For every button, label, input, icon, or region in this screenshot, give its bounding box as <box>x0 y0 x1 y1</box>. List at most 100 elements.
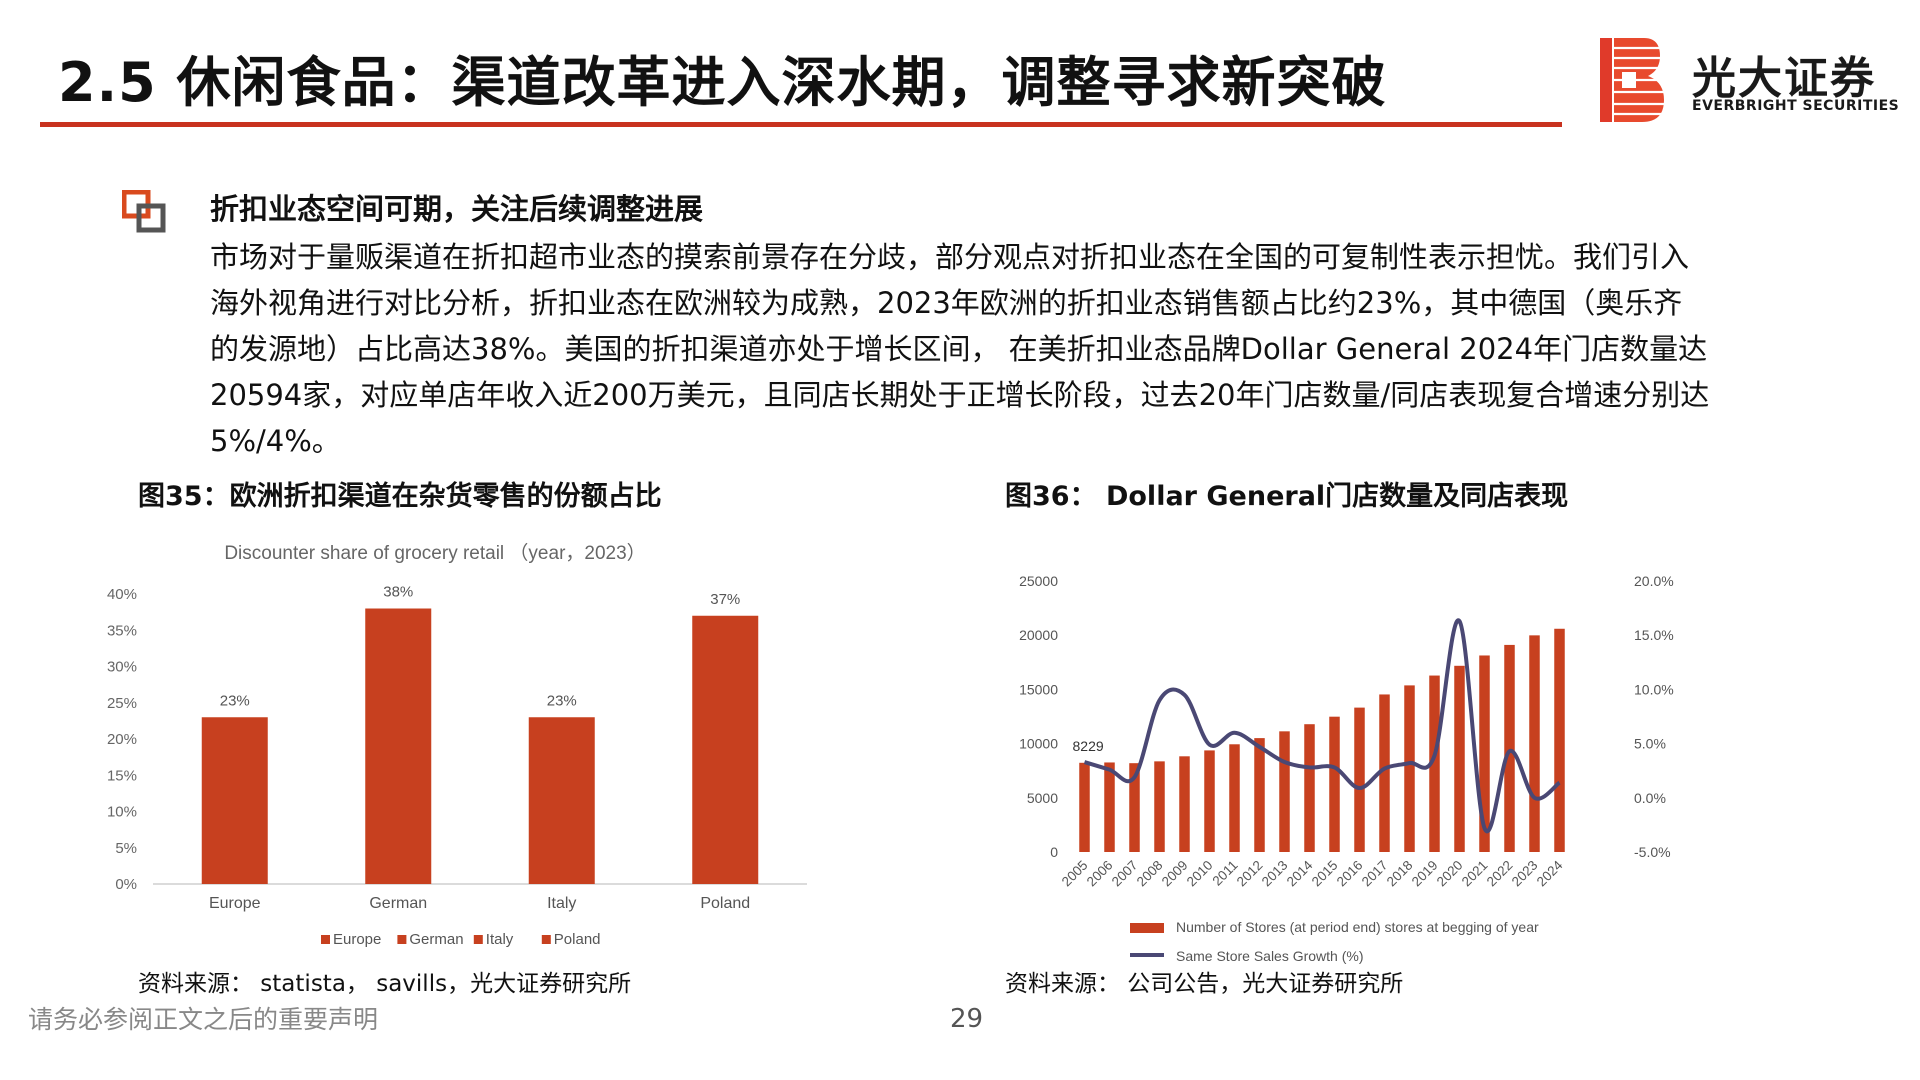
bar-2008 <box>1154 761 1165 852</box>
bullet-squares-icon <box>122 190 166 233</box>
legend-swatch <box>473 935 483 944</box>
data-label: 38% <box>383 584 413 601</box>
x-tick-label: 2020 <box>1434 858 1466 890</box>
y-left-tick-label: 15000 <box>1019 681 1058 697</box>
y-tick-label: 35% <box>107 622 137 639</box>
x-tick-label: 2005 <box>1059 858 1091 890</box>
x-tick-label: 2023 <box>1509 858 1541 890</box>
x-tick-label: 2008 <box>1134 858 1166 890</box>
y-right-tick-label: 5.0% <box>1634 736 1666 752</box>
bar-2007 <box>1129 763 1140 852</box>
x-tick-label: 2016 <box>1334 858 1366 890</box>
x-tick-label: 2010 <box>1184 858 1216 890</box>
bar-2005 <box>1079 762 1090 852</box>
bar-2024 <box>1554 628 1565 852</box>
legend-label: Number of Stores (at period end) stores … <box>1176 919 1539 935</box>
x-tick-label: 2015 <box>1309 858 1341 890</box>
bar-2013 <box>1279 731 1290 852</box>
x-tick-label: 2021 <box>1459 858 1491 890</box>
bar-2019 <box>1429 675 1440 852</box>
bar-2022 <box>1504 644 1515 852</box>
y-right-tick-label: 20.0% <box>1634 573 1674 589</box>
y-left-tick-label: 25000 <box>1019 573 1058 589</box>
y-left-tick-label: 5000 <box>1027 790 1058 806</box>
x-tick-label: 2018 <box>1384 858 1416 890</box>
y-tick-label: 40% <box>107 586 137 603</box>
page-number: 29 <box>950 1004 984 1034</box>
same-store-sales-line <box>1083 618 1561 834</box>
bar-2006 <box>1104 762 1115 852</box>
x-tick-label: 2022 <box>1484 858 1516 890</box>
legend-label: German <box>409 931 463 948</box>
y-tick-label: 5% <box>115 840 137 857</box>
x-tick-label: 2013 <box>1259 858 1291 890</box>
y-right-tick-label: 0.0% <box>1634 790 1666 806</box>
x-tick-label: Poland <box>700 895 750 912</box>
bar-europe <box>201 717 268 884</box>
data-label: 23% <box>547 692 577 709</box>
section-heading: 折扣业态空间可期，关注后续调整进展 <box>210 192 704 226</box>
bar-2018 <box>1404 685 1415 852</box>
y-tick-label: 15% <box>107 767 137 784</box>
y-right-tick-label: -5.0% <box>1634 844 1671 860</box>
body-line: 海外视角进行对比分析，折扣业态在欧洲较为成熟，2023年欧洲的折扣业态销售额占比… <box>210 286 1683 320</box>
bar-2021 <box>1479 655 1490 852</box>
legend-label: Italy <box>486 931 514 948</box>
chart-discounter-share: Discounter share of grocery retail （year… <box>107 542 807 948</box>
y-right-tick-label: 15.0% <box>1634 627 1674 643</box>
disclaimer-note: 请务必参阅正文之后的重要声明 <box>28 1005 379 1034</box>
legend-label: Europe <box>333 931 381 948</box>
body-line: 20594家，对应单店年收入近200万美元，且同店长期处于正增长阶段，过去20年… <box>210 378 1710 412</box>
x-tick-label: 2019 <box>1409 858 1441 890</box>
x-tick-label: 2017 <box>1359 858 1391 890</box>
bar-2015 <box>1329 716 1340 852</box>
bar-german <box>365 608 432 884</box>
legend-label: Same Store Sales Growth (%) <box>1176 948 1364 964</box>
x-tick-label: 2011 <box>1209 858 1240 889</box>
x-tick-label: 2006 <box>1084 858 1116 890</box>
x-tick-label: German <box>369 895 427 912</box>
logo-text-cn: 光大证券 <box>1692 53 1876 104</box>
data-label: 23% <box>220 692 250 709</box>
figure35-source: 资料来源： statista， savills，光大证券研究所 <box>138 971 632 997</box>
chart-title: Discounter share of grocery retail （year… <box>224 542 645 564</box>
data-label-2005: 8229 <box>1073 738 1104 754</box>
y-tick-label: 30% <box>107 659 137 676</box>
everbright-logo-icon <box>1600 38 1664 122</box>
chart-dollar-general: 0 5000 10000 15000 20000 25000 -5.0% 0.0% 5.0% 10… <box>1019 573 1674 964</box>
y-left-tick-label: 10000 <box>1019 736 1058 752</box>
bar-2009 <box>1179 756 1190 852</box>
page-title: 2.5 休闲食品：渠道改革进入深水期，调整寻求新突破 <box>58 51 1387 114</box>
logo-text-en: EVERBRIGHT SECURITIES <box>1692 98 1900 114</box>
y-tick-label: 0% <box>115 876 137 893</box>
y-left-tick-label: 20000 <box>1019 627 1058 643</box>
bar-2016 <box>1354 707 1365 852</box>
legend-swatch <box>321 935 330 944</box>
body-line: 5%/4%。 <box>210 424 341 458</box>
body-line: 市场对于量贩渠道在折扣超市业态的摸索前景存在分歧，部分观点对折扣业态在全国的可复… <box>210 240 1690 274</box>
data-label: 37% <box>710 591 740 608</box>
bar-2020 <box>1454 665 1465 852</box>
bar-2010 <box>1204 750 1215 852</box>
legend-swatch <box>541 935 551 944</box>
x-tick-label: 2009 <box>1159 858 1191 890</box>
bar-2014 <box>1304 724 1315 852</box>
legend-label: Poland <box>554 931 601 948</box>
legend-swatch-stores <box>1130 923 1164 933</box>
figure35-caption: 图35：欧洲折扣渠道在杂货零售的份额占比 <box>138 481 662 512</box>
y-right-tick-label: 10.0% <box>1634 681 1674 697</box>
legend-swatch <box>397 935 407 944</box>
bar-2023 <box>1529 635 1540 852</box>
title-divider <box>40 122 1562 127</box>
x-tick-label: Europe <box>209 895 261 912</box>
x-tick-label: 2007 <box>1109 858 1141 890</box>
figure36-caption: 图36： Dollar General门店数量及同店表现 <box>1005 481 1569 512</box>
y-tick-label: 20% <box>107 731 137 748</box>
bar-poland <box>692 615 759 884</box>
section-body: 市场对于量贩渠道在折扣超市业态的摸索前景存在分歧，部分观点对折扣业态在全国的可复… <box>210 234 1850 464</box>
figure36-source: 资料来源： 公司公告，光大证券研究所 <box>1005 971 1404 997</box>
y-tick-label: 10% <box>107 804 137 821</box>
bar-2011 <box>1229 744 1240 852</box>
bar-2012 <box>1254 738 1265 852</box>
x-tick-label: 2012 <box>1234 858 1266 890</box>
